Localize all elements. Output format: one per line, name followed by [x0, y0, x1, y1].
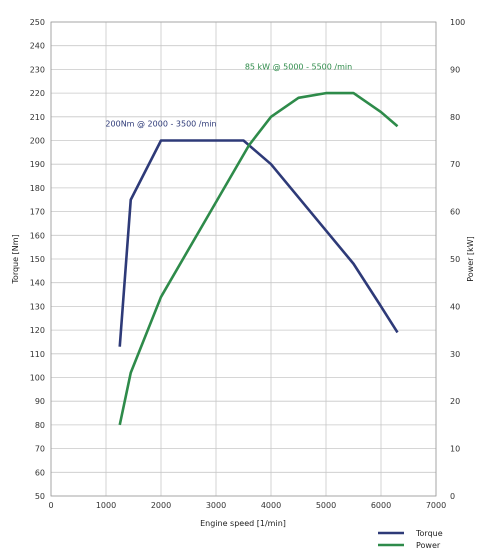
y-left-tick-label: 200: [30, 137, 45, 146]
y-left-tick-label: 150: [30, 255, 45, 264]
annotations: 200Nm @ 2000 - 3500 /min 85 kW @ 5000 - 5…: [105, 62, 352, 128]
legend-label-power: Power: [416, 541, 441, 550]
y-left-tick-label: 60: [35, 468, 45, 477]
annotation-label: 200Nm @ 2000 - 3500 /min: [105, 119, 216, 128]
series-line-torque: [118, 139, 399, 347]
legend-label-torque: Torque: [415, 529, 443, 538]
y-right-tick-label: 70: [450, 160, 460, 169]
x-tick-label: 1000: [96, 501, 116, 510]
y-left-tick-label: 120: [30, 326, 45, 335]
x-tick-labels: 0 1000 2000 3000 4000 5000 6000 7000: [48, 501, 446, 510]
x-tick-label: 0: [48, 501, 53, 510]
plot-frame: [50, 21, 437, 497]
y-left-axis-label: Torque [Nm]: [11, 234, 20, 284]
y-left-tick-labels: 50 60 70 80 90 100 110 120 130 140 150 160 170 180 190…: [30, 18, 45, 501]
y-left-tick-label: 140: [30, 279, 45, 288]
series-line-power: [118, 91, 399, 426]
y-left-tick-label: 160: [30, 231, 45, 240]
y-left-tick-label: 80: [35, 421, 45, 430]
y-right-tick-label: 20: [450, 397, 460, 406]
y-right-tick-label: 90: [450, 65, 460, 74]
y-left-tick-label: 130: [30, 302, 45, 311]
y-right-tick-label: 80: [450, 113, 460, 122]
y-left-tick-label: 170: [30, 208, 45, 217]
y-left-tick-label: 210: [30, 113, 45, 122]
y-left-tick-label: 50: [35, 492, 45, 501]
y-left-tick-label: 230: [30, 65, 45, 74]
x-tick-label: 6000: [371, 501, 391, 510]
y-left-tick-label: 100: [30, 374, 45, 383]
y-left-tick-label: 190: [30, 160, 45, 169]
y-right-tick-label: 30: [450, 350, 460, 359]
y-left-tick-label: 240: [30, 42, 45, 51]
y-right-tick-label: 40: [450, 302, 460, 311]
annotation-label: 85 kW @ 5000 - 5500 /min: [245, 62, 352, 71]
y-left-tick-label: 180: [30, 184, 45, 193]
grid-lines: [50, 21, 437, 497]
x-tick-label: 2000: [151, 501, 171, 510]
x-tick-label: 4000: [261, 501, 281, 510]
y-right-tick-labels: 0 10 20 30 40 50 60 70 80 90 100: [450, 18, 465, 501]
y-right-tick-label: 10: [450, 445, 460, 454]
y-left-tick-label: 110: [30, 350, 45, 359]
x-tick-label: 7000: [426, 501, 446, 510]
y-right-tick-label: 60: [450, 208, 460, 217]
y-right-tick-label: 0: [450, 492, 455, 501]
y-right-tick-label: 100: [450, 18, 465, 27]
y-left-tick-label: 220: [30, 89, 45, 98]
y-right-axis-label: Power [kW]: [466, 236, 475, 282]
x-axis-label: Engine speed [1/min]: [200, 519, 286, 528]
series-lines: [118, 91, 399, 426]
y-left-tick-label: 70: [35, 445, 45, 454]
y-right-tick-label: 50: [450, 255, 460, 264]
x-tick-label: 3000: [206, 501, 226, 510]
x-tick-label: 5000: [316, 501, 336, 510]
y-left-tick-label: 90: [35, 397, 45, 406]
y-left-tick-label: 250: [30, 18, 45, 27]
legend: Torque Power: [378, 529, 443, 550]
